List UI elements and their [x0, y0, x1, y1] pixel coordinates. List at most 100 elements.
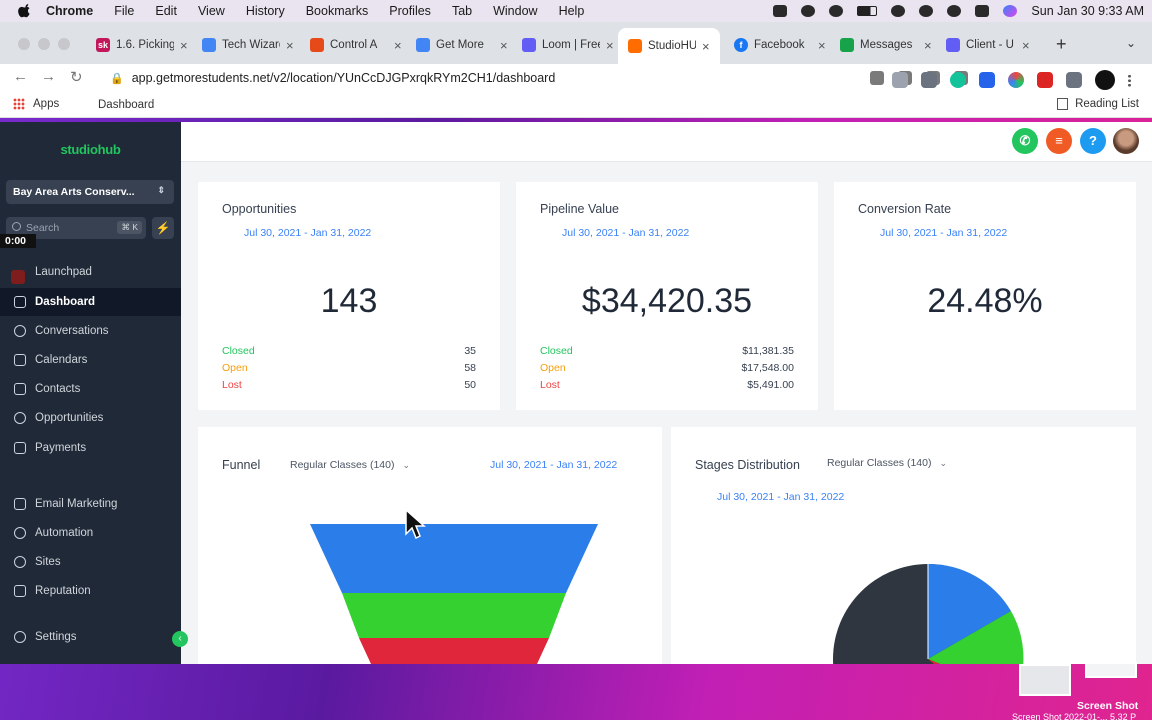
- menu-profiles[interactable]: Profiles: [389, 4, 431, 18]
- close-window-icon[interactable]: [18, 38, 30, 50]
- browser-tab[interactable]: Get More ×: [416, 34, 508, 56]
- tab-close-icon[interactable]: ×: [180, 37, 188, 53]
- profile-avatar-icon[interactable]: [1095, 70, 1115, 90]
- sidebar-item-automation[interactable]: Automation: [0, 519, 181, 547]
- notifications-button[interactable]: ≡: [1046, 128, 1072, 154]
- sidebar-item-sites[interactable]: Sites: [0, 548, 181, 576]
- screenshot-thumbnail[interactable]: [1019, 664, 1071, 696]
- pipeline-dropdown[interactable]: Regular Classes (140) ⌄: [290, 459, 410, 471]
- avatar[interactable]: [1113, 128, 1139, 154]
- browser-tab[interactable]: Messages ×: [840, 34, 932, 56]
- tab-close-icon[interactable]: ×: [394, 37, 402, 53]
- spotlight-search-icon[interactable]: [947, 5, 962, 17]
- puzzle-extensions-icon[interactable]: [1066, 72, 1082, 88]
- funnel-stage-3[interactable]: [359, 638, 549, 664]
- apple-icon[interactable]: [18, 4, 32, 18]
- menu-history[interactable]: History: [245, 4, 285, 18]
- chrome-menu-icon[interactable]: [1128, 73, 1131, 87]
- pie-slice-green[interactable]: [928, 611, 1024, 664]
- calendar-extension-icon[interactable]: [1037, 72, 1053, 88]
- menu-window[interactable]: Window: [493, 4, 538, 18]
- menu-file[interactable]: File: [114, 4, 135, 18]
- date-range-picker[interactable]: Jul 30, 2021 - Jan 31, 2022: [880, 227, 1008, 239]
- reload-icon[interactable]: ↻: [70, 69, 83, 86]
- camera-extension-icon[interactable]: [921, 72, 937, 88]
- dashboard-bookmark[interactable]: Dashboard: [98, 99, 155, 111]
- gear-extension-icon[interactable]: [979, 72, 995, 88]
- tab-close-icon[interactable]: ×: [1022, 37, 1030, 53]
- menu-bookmarks[interactable]: Bookmarks: [305, 4, 369, 18]
- address-bar[interactable]: 🔒 app.getmorestudents.net/v2/location/YU…: [100, 65, 980, 91]
- sidebar-item-email-marketing[interactable]: Email Marketing: [0, 490, 181, 518]
- tab-close-icon[interactable]: ×: [286, 37, 294, 53]
- menu-view[interactable]: View: [197, 4, 225, 18]
- siri-icon[interactable]: [1003, 5, 1018, 17]
- grammarly-icon[interactable]: [950, 72, 966, 88]
- date-range-picker[interactable]: Jul 30, 2021 - Jan 31, 2022: [490, 459, 618, 471]
- sidebar-item-opportunities[interactable]: Opportunities: [0, 404, 181, 432]
- sidebar-item-launchpad[interactable]: Launchpad: [0, 258, 181, 286]
- record-stop-icon[interactable]: [11, 270, 25, 284]
- browser-tab[interactable]: Client - U ×: [946, 34, 1030, 56]
- tab-search-chevron-icon[interactable]: ⌄: [1126, 36, 1137, 50]
- back-arrow-icon[interactable]: ←: [13, 68, 28, 85]
- studiohub-logo[interactable]: studiohub: [60, 142, 121, 157]
- play-status-icon[interactable]: [829, 5, 844, 17]
- apps-bookmark[interactable]: Apps: [13, 98, 59, 110]
- minimize-window-icon[interactable]: [38, 38, 50, 50]
- menubar-clock[interactable]: Sun Jan 30 9:33 AM: [1031, 4, 1144, 18]
- date-range-picker[interactable]: Jul 30, 2021 - Jan 31, 2022: [244, 227, 372, 239]
- tab-close-icon[interactable]: ×: [702, 38, 710, 54]
- pie-slice-blue[interactable]: [928, 563, 1011, 659]
- browser-tab[interactable]: Tech Wizard ×: [202, 34, 294, 56]
- browser-tab[interactable]: Loom | Free ×: [522, 34, 614, 56]
- quick-action-button[interactable]: ⚡: [152, 217, 174, 239]
- forward-arrow-icon[interactable]: →: [41, 68, 56, 85]
- sidebar-item-settings[interactable]: Settings: [0, 623, 181, 651]
- date-range-picker[interactable]: Jul 30, 2021 - Jan 31, 2022: [717, 491, 845, 503]
- code-extension-icon[interactable]: [892, 72, 908, 88]
- address-url[interactable]: app.getmorestudents.net/v2/location/YUnC…: [131, 71, 556, 85]
- browser-tab[interactable]: sk 1.6. Picking ×: [96, 34, 188, 56]
- phone-button[interactable]: ✆: [1012, 128, 1038, 154]
- menubar-app-name[interactable]: Chrome: [46, 4, 94, 18]
- lock-icon[interactable]: 🔒: [110, 72, 124, 85]
- battery-icon[interactable]: [857, 6, 878, 16]
- control-center-icon[interactable]: [975, 5, 990, 17]
- gear-status-icon[interactable]: [801, 5, 816, 17]
- funnel-stage-2[interactable]: [342, 593, 566, 638]
- maximize-window-icon[interactable]: [58, 38, 70, 50]
- browser-tab[interactable]: f Facebook ×: [734, 34, 826, 56]
- wifi-icon[interactable]: [891, 5, 906, 17]
- sidebar-item-payments[interactable]: Payments: [0, 434, 181, 462]
- key-icon[interactable]: [870, 71, 884, 85]
- screenshot-label[interactable]: Screen Shot: [1077, 700, 1139, 712]
- help-button[interactable]: ?: [1080, 128, 1106, 154]
- screenshot-thumbnail[interactable]: [1085, 662, 1137, 678]
- sidebar-item-dashboard[interactable]: Dashboard: [0, 288, 181, 316]
- pipeline-dropdown[interactable]: Regular Classes (140) ⌄: [827, 457, 947, 469]
- menu-help[interactable]: Help: [558, 4, 585, 18]
- menu-edit[interactable]: Edit: [155, 4, 177, 18]
- sidebar-item-calendars[interactable]: Calendars: [0, 346, 181, 374]
- reading-list-button[interactable]: Reading List: [1057, 98, 1139, 110]
- new-tab-icon[interactable]: +: [1056, 34, 1067, 54]
- tab-close-icon[interactable]: ×: [818, 37, 826, 53]
- tab-close-icon[interactable]: ×: [500, 37, 508, 53]
- funnel-stage-1[interactable]: [310, 524, 598, 593]
- location-selector[interactable]: Bay Area Arts Conserv... ⇕: [6, 180, 174, 204]
- color-picker-icon[interactable]: [1008, 72, 1024, 88]
- tab-close-icon[interactable]: ×: [606, 37, 614, 53]
- sidebar-item-reputation[interactable]: Reputation: [0, 577, 181, 605]
- date-range-picker[interactable]: Jul 30, 2021 - Jan 31, 2022: [562, 227, 690, 239]
- tab-close-icon[interactable]: ×: [924, 37, 932, 53]
- camera-status-icon[interactable]: [773, 5, 788, 17]
- collapse-sidebar-icon[interactable]: ‹: [172, 631, 188, 647]
- sidebar-item-contacts[interactable]: Contacts: [0, 375, 181, 403]
- sidebar-search-input[interactable]: Search ⌘ K: [6, 217, 146, 239]
- browser-tab[interactable]: Control A ×: [310, 34, 402, 56]
- browser-tab-active[interactable]: StudioHUB ×: [618, 28, 720, 64]
- sidebar-item-conversations[interactable]: Conversations: [0, 317, 181, 345]
- menu-tab[interactable]: Tab: [451, 4, 473, 18]
- clock-status-icon[interactable]: [919, 5, 934, 17]
